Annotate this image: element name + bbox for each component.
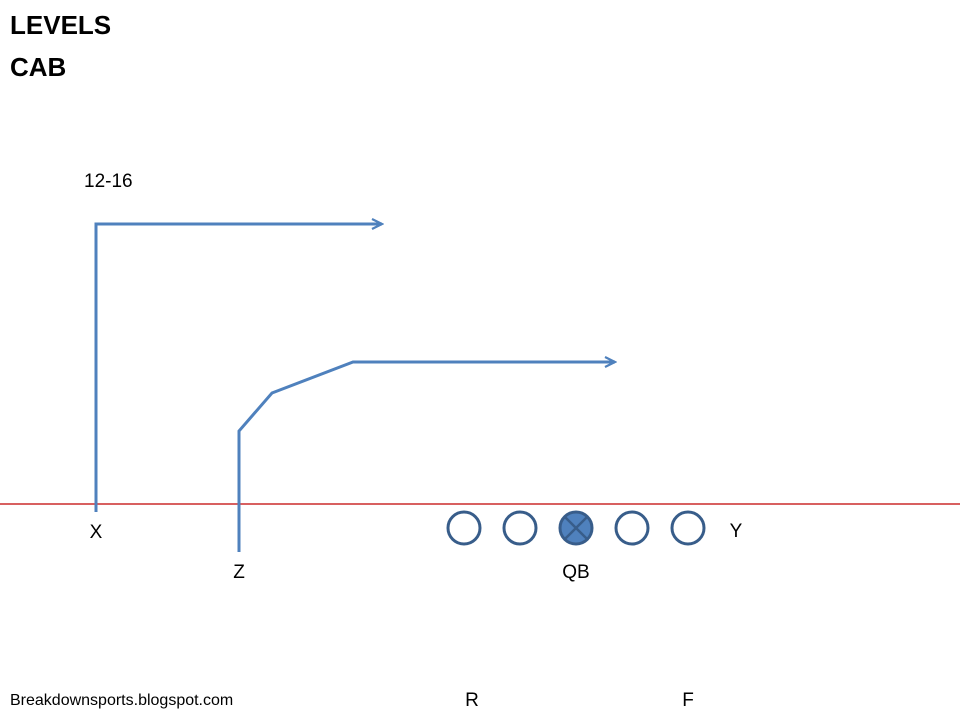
player-z-label: Z [233, 562, 245, 583]
credit-text: Breakdownsports.blogspot.com [10, 692, 234, 709]
z-route [237, 362, 615, 552]
player-y-label: Y [729, 521, 743, 542]
player-x-label: X [89, 522, 103, 543]
left-guard-marker [502, 510, 538, 546]
player-f-label: F [682, 690, 694, 711]
right-guard-marker [614, 510, 650, 546]
player-r-label: R [465, 690, 479, 711]
play-subtitle: CAB [10, 52, 67, 82]
right-tackle-marker [670, 510, 706, 546]
play-title: LEVELS [10, 10, 112, 40]
route-depth-label: 12-16 [84, 171, 133, 192]
player-qb-label: QB [562, 562, 590, 583]
center-marker [558, 510, 594, 546]
left-tackle-marker [446, 510, 482, 546]
x-route [94, 224, 382, 512]
